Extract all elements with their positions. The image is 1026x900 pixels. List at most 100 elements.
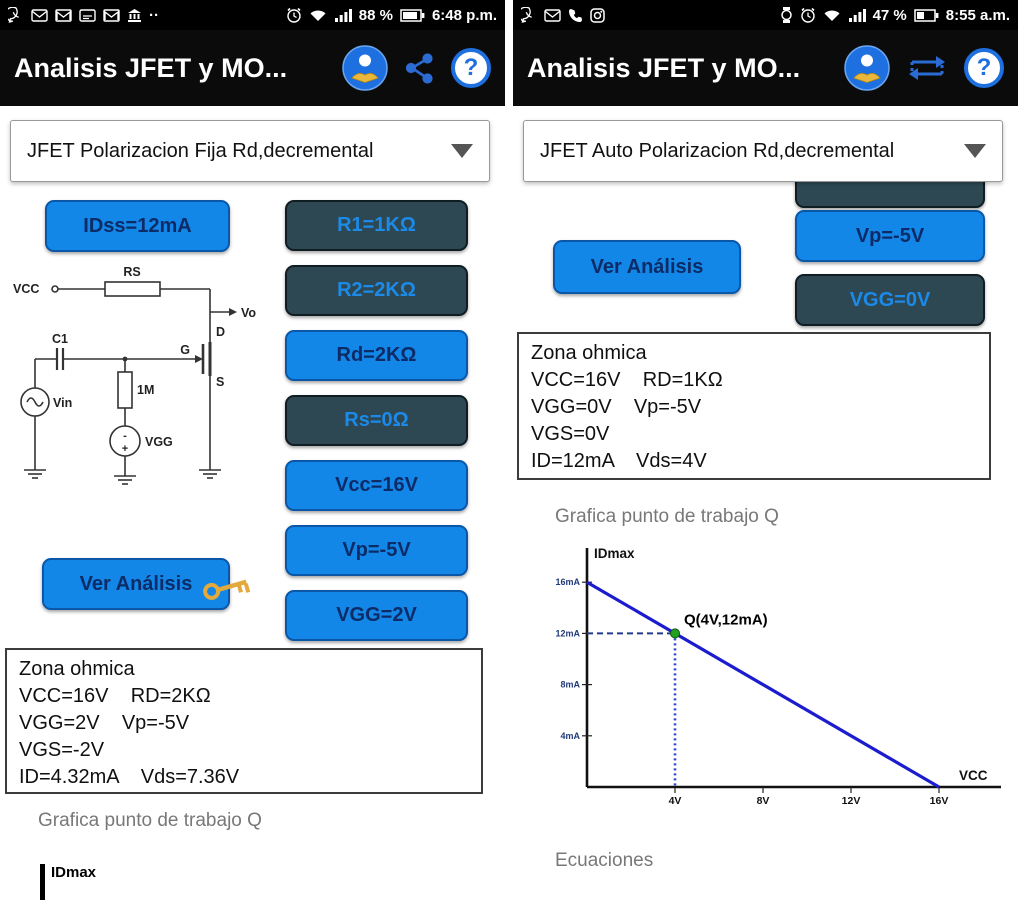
- y-tick-label: 16mA: [555, 577, 580, 587]
- app-title: Analisis JFET y MO...: [14, 52, 288, 83]
- key-icon: [200, 571, 254, 609]
- gmail-icon: [55, 8, 72, 22]
- whatsapp-icon: [8, 7, 24, 23]
- mail-icon: [544, 8, 561, 22]
- battery-icon: [914, 8, 939, 22]
- param-button-rd[interactable]: Rd=2KΩ: [285, 330, 468, 381]
- label-1m: 1M: [137, 383, 154, 397]
- result-line: VGS=-2V: [19, 739, 105, 761]
- label-vin: Vin: [53, 396, 72, 410]
- result-line: Zona ohmica: [19, 658, 135, 680]
- label-gate: G: [180, 343, 190, 357]
- q-point-graph: IDmax VCC 4V 8V 12V 16V 16mA 12mA 8mA 4mA Q(4V,1…: [555, 546, 1001, 807]
- equations-caption: Ecuaciones: [555, 850, 654, 871]
- result-line: ID=4.32mA Vds=7.36V: [19, 766, 240, 788]
- x-axis-label: VCC: [959, 768, 988, 783]
- result-line: ID=12mA Vds=4V: [531, 450, 707, 472]
- y-axis-label: IDmax: [51, 864, 97, 881]
- wifi-icon: [309, 8, 327, 22]
- circuit-type-dropdown[interactable]: JFET Auto Polarizacion Rd,decremental: [523, 120, 1003, 182]
- result-line: VGG=0V Vp=-5V: [531, 396, 702, 418]
- param-button-vp[interactable]: Vp=-5V: [795, 210, 985, 262]
- wifi-icon: [823, 8, 841, 22]
- app-bar: Analisis JFET y MO... ?: [513, 30, 1018, 106]
- param-button-r2[interactable]: R2=2KΩ: [285, 265, 468, 316]
- content-area: JFET Auto Polarizacion Rd,decremental Ve…: [513, 106, 1018, 900]
- vgg-minus: -: [123, 430, 127, 442]
- y-tick-label: 12mA: [555, 628, 580, 638]
- load-line: [586, 580, 940, 789]
- call-icon: [568, 8, 583, 23]
- battery-percent: 47 %: [872, 6, 907, 24]
- status-bar: ·· 88 % 6:48 p.m.: [0, 0, 505, 30]
- param-button-r1[interactable]: R1=1KΩ: [285, 200, 468, 251]
- mail-icon: [79, 8, 96, 22]
- y-tick-label: 8mA: [560, 680, 580, 690]
- q-point-dot: [670, 628, 680, 639]
- circuit-type-dropdown[interactable]: JFET Polarizacion Fija Rd,decremental: [10, 120, 490, 182]
- help-icon[interactable]: ?: [964, 48, 1004, 88]
- label-vo: Vo: [241, 306, 256, 320]
- app-title: Analisis JFET y MO...: [527, 52, 801, 83]
- analyze-button[interactable]: Ver Análisis: [42, 558, 251, 610]
- q-graph-preview: IDmax: [40, 864, 96, 900]
- param-button-rs[interactable]: Rs=0Ω: [285, 395, 468, 446]
- param-button-vp[interactable]: Vp=-5V: [285, 525, 468, 576]
- result-line: Zona ohmica: [531, 342, 647, 364]
- alarm-clock-icon: [800, 7, 816, 23]
- watch-icon: [780, 7, 793, 23]
- junction-dot: [122, 356, 128, 362]
- whatsapp-icon: [521, 7, 537, 23]
- result-line: VGG=2V Vp=-5V: [19, 712, 190, 734]
- label-rs: RS: [123, 265, 140, 279]
- chevron-down-icon: [964, 144, 986, 158]
- jfet-circuit-diagram: VCC RS Vo D S G C1 Vin 1M VGG - +: [13, 265, 256, 485]
- analysis-results-box: Zona ohmica VCC=16V RD=1KΩ VGG=0V Vp=-5V…: [517, 332, 991, 480]
- analyze-button[interactable]: Ver Análisis: [553, 240, 741, 294]
- signal-bars-icon: [334, 8, 352, 22]
- chevron-down-icon: [451, 144, 473, 158]
- result-line: VGS=0V: [531, 423, 610, 445]
- result-line: VCC=16V RD=1KΩ: [531, 369, 723, 391]
- bank-icon: [127, 8, 142, 23]
- help-glyph: ?: [976, 54, 992, 81]
- y-axis-label: IDmax: [594, 546, 635, 561]
- alarm-clock-icon: [286, 7, 302, 23]
- content-area: JFET Polarizacion Fija Rd,decremental ID…: [0, 106, 505, 900]
- label-source: S: [216, 375, 224, 389]
- reader-badge-icon[interactable]: [844, 45, 890, 91]
- vcc-terminal: [51, 285, 59, 293]
- label-drain: D: [216, 325, 225, 339]
- share-icon[interactable]: [404, 52, 435, 85]
- battery-percent: 88 %: [358, 6, 393, 24]
- x-tick-label: 12V: [842, 795, 861, 807]
- param-button-vgg[interactable]: VGG=0V: [795, 274, 985, 326]
- dropdown-selected-value: JFET Polarizacion Fija Rd,decremental: [27, 139, 374, 162]
- vo-arrow: [229, 308, 237, 316]
- param-button-vgg[interactable]: VGG=2V: [285, 590, 468, 641]
- overflow-dots: ··: [149, 6, 159, 24]
- help-icon[interactable]: ?: [451, 48, 491, 88]
- signal-bars-icon: [848, 8, 866, 22]
- label-c1: C1: [52, 332, 68, 346]
- reader-badge-icon[interactable]: [342, 45, 388, 91]
- compare-arrows-icon[interactable]: [906, 49, 948, 87]
- idss-button[interactable]: IDss=12mA: [45, 200, 230, 252]
- left-phone-screen: ·· 88 % 6:48 p.m. Analisis JFET y MO... …: [0, 0, 505, 900]
- param-button-vcc[interactable]: Vcc=16V: [285, 460, 468, 511]
- q-point-label: Q(4V,12mA): [684, 611, 768, 628]
- label-vgg: VGG: [145, 435, 173, 449]
- ground-symbol: [114, 475, 136, 485]
- instagram-icon: [590, 7, 605, 23]
- analysis-results-box: Zona ohmica VCC=16V RD=2KΩ VGG=2V Vp=-5V…: [5, 648, 483, 794]
- status-bar: 47 % 8:55 a.m.: [513, 0, 1018, 30]
- help-glyph: ?: [463, 54, 479, 81]
- vgg-plus: +: [122, 443, 128, 455]
- dropdown-selected-value: JFET Auto Polarizacion Rd,decremental: [540, 139, 895, 162]
- y-axis: [40, 864, 45, 900]
- gate-arrow: [195, 355, 203, 363]
- graph-caption: Grafica punto de trabajo Q: [555, 506, 779, 527]
- gmail-icon: [103, 8, 120, 22]
- x-tick-label: 8V: [757, 795, 770, 807]
- resistor-1m: [117, 371, 133, 409]
